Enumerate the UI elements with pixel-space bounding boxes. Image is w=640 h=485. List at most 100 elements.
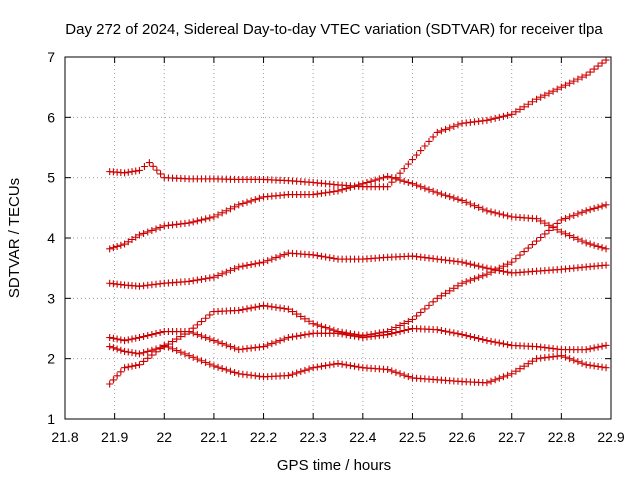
data-point [446,124,454,132]
data-point [251,196,259,204]
data-point [169,338,177,346]
data-point [346,183,354,191]
data-point [317,252,325,260]
data-point [109,244,117,252]
data-point [557,228,565,236]
x-tick-label: 22.2 [250,429,277,445]
x-tick-label: 22.7 [498,429,525,445]
data-point [255,194,263,202]
data-point [346,330,354,338]
x-tick-label: 22.1 [200,429,227,445]
data-point [562,214,569,222]
data-point [121,337,129,345]
data-point [309,364,317,372]
data-point [446,193,454,201]
data-point [231,265,239,273]
data-point [317,362,325,370]
data-point [450,122,458,130]
data-point [545,226,553,234]
data-point [602,261,610,269]
data-point [512,367,520,375]
data-point [598,59,606,67]
data-point [450,284,458,292]
data-point [198,332,205,340]
data-point [413,312,421,320]
data-point [297,368,305,376]
data-point [317,322,325,330]
data-point [117,336,125,344]
data-point [305,317,313,325]
data-point [504,268,512,276]
data-point [106,245,114,253]
data-point [466,200,474,208]
data-point [330,326,338,334]
data-point [313,321,321,329]
data-point [574,210,582,218]
data-point [375,175,383,183]
data-point [351,182,359,190]
data-point [144,228,152,236]
data-point [450,329,458,337]
data-point [181,330,189,338]
data-point [516,251,524,259]
data-point [214,338,222,346]
data-point [528,357,536,365]
data-point [128,168,136,176]
data-point [557,216,565,224]
data-point [313,252,321,260]
data-point [429,133,437,141]
data-point [504,111,512,119]
data-point [218,209,226,217]
data-point [537,233,545,241]
data-point [193,331,201,339]
data-point [520,362,528,370]
data-point [400,327,408,335]
data-point [553,226,561,234]
data-point [413,181,421,189]
data-point [404,160,412,168]
data-point [276,337,284,345]
data-point [400,319,408,327]
data-point [408,180,416,188]
data-point [289,333,296,341]
data-point [272,254,280,262]
data-point [206,311,214,319]
data-point [462,198,470,206]
data-point [243,261,251,269]
data-point [202,358,210,366]
data-point [189,277,197,285]
data-point [330,254,338,262]
data-point [342,185,350,193]
data-point [499,211,507,219]
data-point [371,176,379,184]
data-point [322,324,330,332]
y-tick-label: 5 [47,170,55,186]
data-point [293,332,301,340]
data-point [590,362,598,370]
data-point [243,305,251,313]
data-point [408,156,416,164]
data-point [222,341,230,349]
x-tick-label: 21.9 [101,429,128,445]
data-point [537,93,545,101]
data-point [251,303,259,311]
data-point [185,328,193,336]
y-axis-label: SDTVAR / TECUs [6,178,23,298]
data-point [198,318,205,326]
data-point [586,345,594,353]
data-point [247,304,255,312]
x-tick-label: 22.4 [349,429,376,445]
data-point [284,334,292,342]
data-point [124,348,132,356]
data-point [218,340,226,348]
data-point [124,363,132,371]
data-point [380,328,387,336]
data-point [553,85,561,93]
data-point [124,336,132,344]
data-point [462,332,470,340]
data-point [404,178,412,186]
data-point [239,200,247,208]
data-point [590,204,598,212]
data-point [413,151,421,159]
data-point [317,189,325,197]
